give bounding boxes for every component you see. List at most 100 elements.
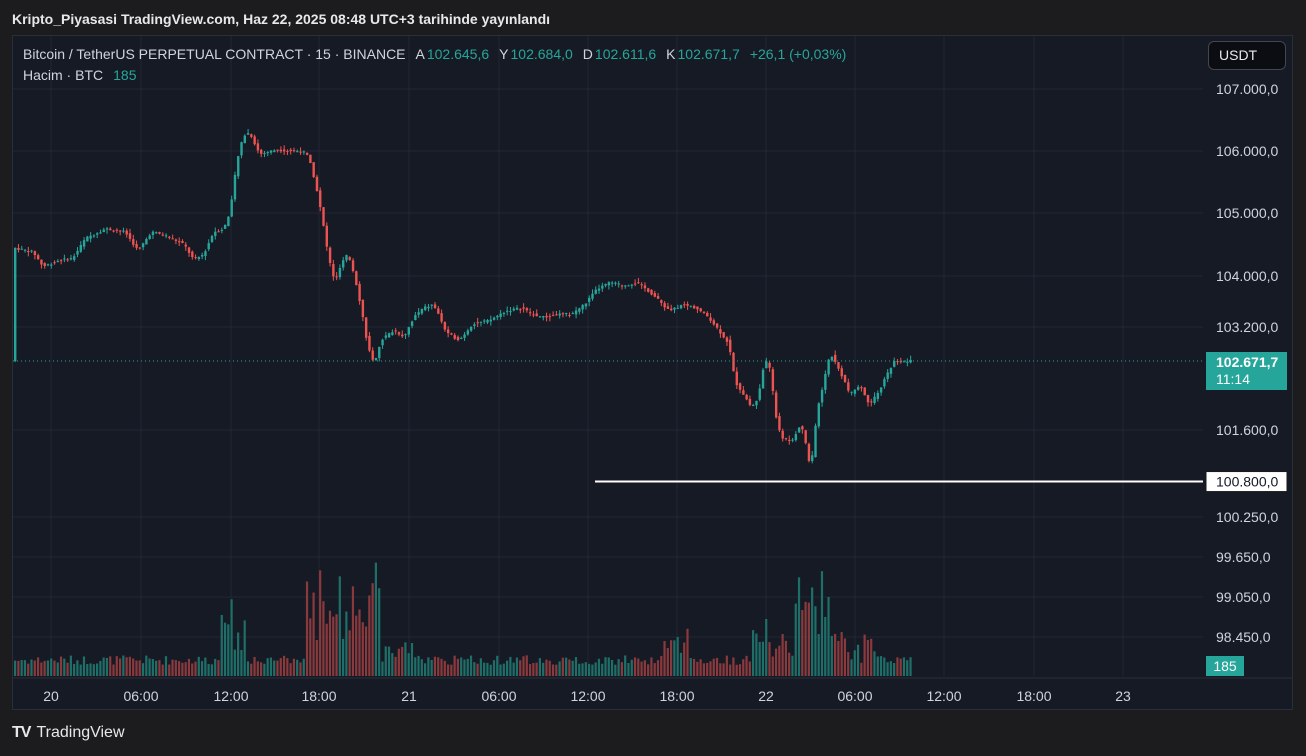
volume-bar — [397, 648, 400, 676]
volume-bar — [381, 661, 384, 676]
volume-bar — [627, 662, 630, 676]
candle — [604, 284, 607, 286]
candle — [92, 235, 96, 237]
candle — [715, 323, 719, 328]
volume-bar — [92, 664, 95, 676]
volume-bar — [837, 640, 840, 676]
time-tick-label: 06:00 — [123, 688, 158, 704]
candle — [473, 324, 476, 326]
candle — [561, 313, 565, 315]
candle — [620, 285, 624, 287]
candle — [112, 230, 115, 232]
candle — [59, 260, 63, 262]
close-value: 102.671,7 — [677, 46, 740, 62]
volume-bar — [315, 640, 318, 676]
volume-bar — [620, 662, 623, 676]
low-value: 102.611,6 — [594, 46, 657, 62]
volume-bar — [440, 658, 443, 676]
candle — [489, 319, 492, 322]
candle — [738, 383, 742, 390]
candle — [496, 315, 499, 318]
volume-bar — [771, 656, 774, 676]
volume-bar — [758, 641, 761, 676]
volume-bar — [450, 664, 453, 676]
candle — [427, 306, 430, 309]
volume-bar — [483, 662, 486, 676]
volume-bar — [86, 664, 89, 676]
candle — [384, 335, 388, 338]
candle — [492, 317, 496, 320]
candle — [191, 251, 194, 258]
candle — [902, 361, 906, 363]
support-price-badge[interactable]: 100.800,0 — [1205, 471, 1288, 493]
volume-bar — [607, 657, 610, 676]
volume-bar — [722, 663, 725, 676]
volume-bar — [335, 614, 338, 676]
volume-bar — [542, 662, 545, 676]
volume-bar — [794, 603, 797, 676]
candle — [296, 151, 299, 153]
volume-bar — [391, 653, 394, 676]
candle — [128, 233, 132, 239]
volume-bar — [332, 616, 335, 676]
volume-bar — [401, 646, 404, 676]
candle — [856, 387, 860, 390]
volume-bar — [617, 659, 620, 676]
volume-bar — [597, 658, 601, 676]
volume-bar — [184, 662, 187, 676]
volume-bar — [296, 659, 299, 676]
candle — [263, 152, 266, 154]
candle — [499, 313, 502, 317]
candle — [397, 332, 401, 335]
tradingview-footer[interactable]: TV TradingView — [12, 724, 125, 742]
currency-button[interactable]: USDT — [1208, 41, 1286, 70]
candle — [469, 327, 473, 331]
chart-panel[interactable]: 107.000,0 106.000,0 105.000,0 104.000,0 103.… — [12, 35, 1293, 710]
volume-bar — [466, 658, 469, 676]
candle — [748, 398, 752, 405]
candle — [506, 310, 509, 312]
volume-bar — [371, 583, 374, 676]
candle — [512, 308, 515, 311]
candle — [305, 152, 309, 155]
volume-bar — [250, 663, 253, 676]
volume-bar — [33, 660, 36, 676]
volume-bar — [404, 642, 407, 676]
candle — [729, 339, 732, 353]
candle — [824, 373, 827, 390]
open-value: 102.645,6 — [426, 46, 490, 62]
volume-bar — [138, 660, 141, 676]
volume-bar — [866, 639, 869, 676]
volume-bar — [709, 661, 712, 676]
volume-bar — [305, 581, 309, 676]
volume-bar — [630, 659, 633, 676]
candle — [378, 346, 381, 358]
volume-bar — [807, 602, 810, 676]
candle — [227, 216, 230, 227]
volume-bar — [834, 633, 837, 676]
candle — [689, 306, 693, 308]
volume-label[interactable]: Hacim · BTC — [23, 67, 104, 83]
candle — [791, 439, 794, 441]
volume-bar — [230, 599, 233, 676]
candle — [30, 250, 33, 252]
time-tick-label: 12:00 — [213, 688, 248, 704]
volume-bar — [414, 657, 417, 676]
volume-bar — [115, 656, 118, 676]
price-axis[interactable]: 107.000,0 106.000,0 105.000,0 104.000,0 103.… — [1216, 81, 1278, 645]
volume-bar — [56, 662, 59, 676]
brand-name: TradingView — [36, 724, 125, 741]
time-axis[interactable]: 20 06:00 12:00 18:00 21 06:00 12:00 18:00 22 06:0… — [43, 688, 1131, 704]
symbol-title[interactable]: Bitcoin / TetherUS PERPETUAL CONTRACT · … — [23, 46, 406, 62]
candle — [571, 313, 574, 315]
candlestick-chart[interactable]: 107.000,0 106.000,0 105.000,0 104.000,0 103.… — [13, 36, 1293, 710]
candle — [299, 151, 302, 153]
candle — [486, 319, 489, 323]
volume-bar — [112, 664, 115, 676]
volume-bar — [476, 663, 479, 676]
candle — [843, 375, 847, 383]
candle — [214, 231, 217, 236]
last-price-badge: 102.671,711:14 — [1206, 352, 1287, 391]
volume-bar — [653, 663, 656, 676]
candle — [771, 369, 775, 391]
